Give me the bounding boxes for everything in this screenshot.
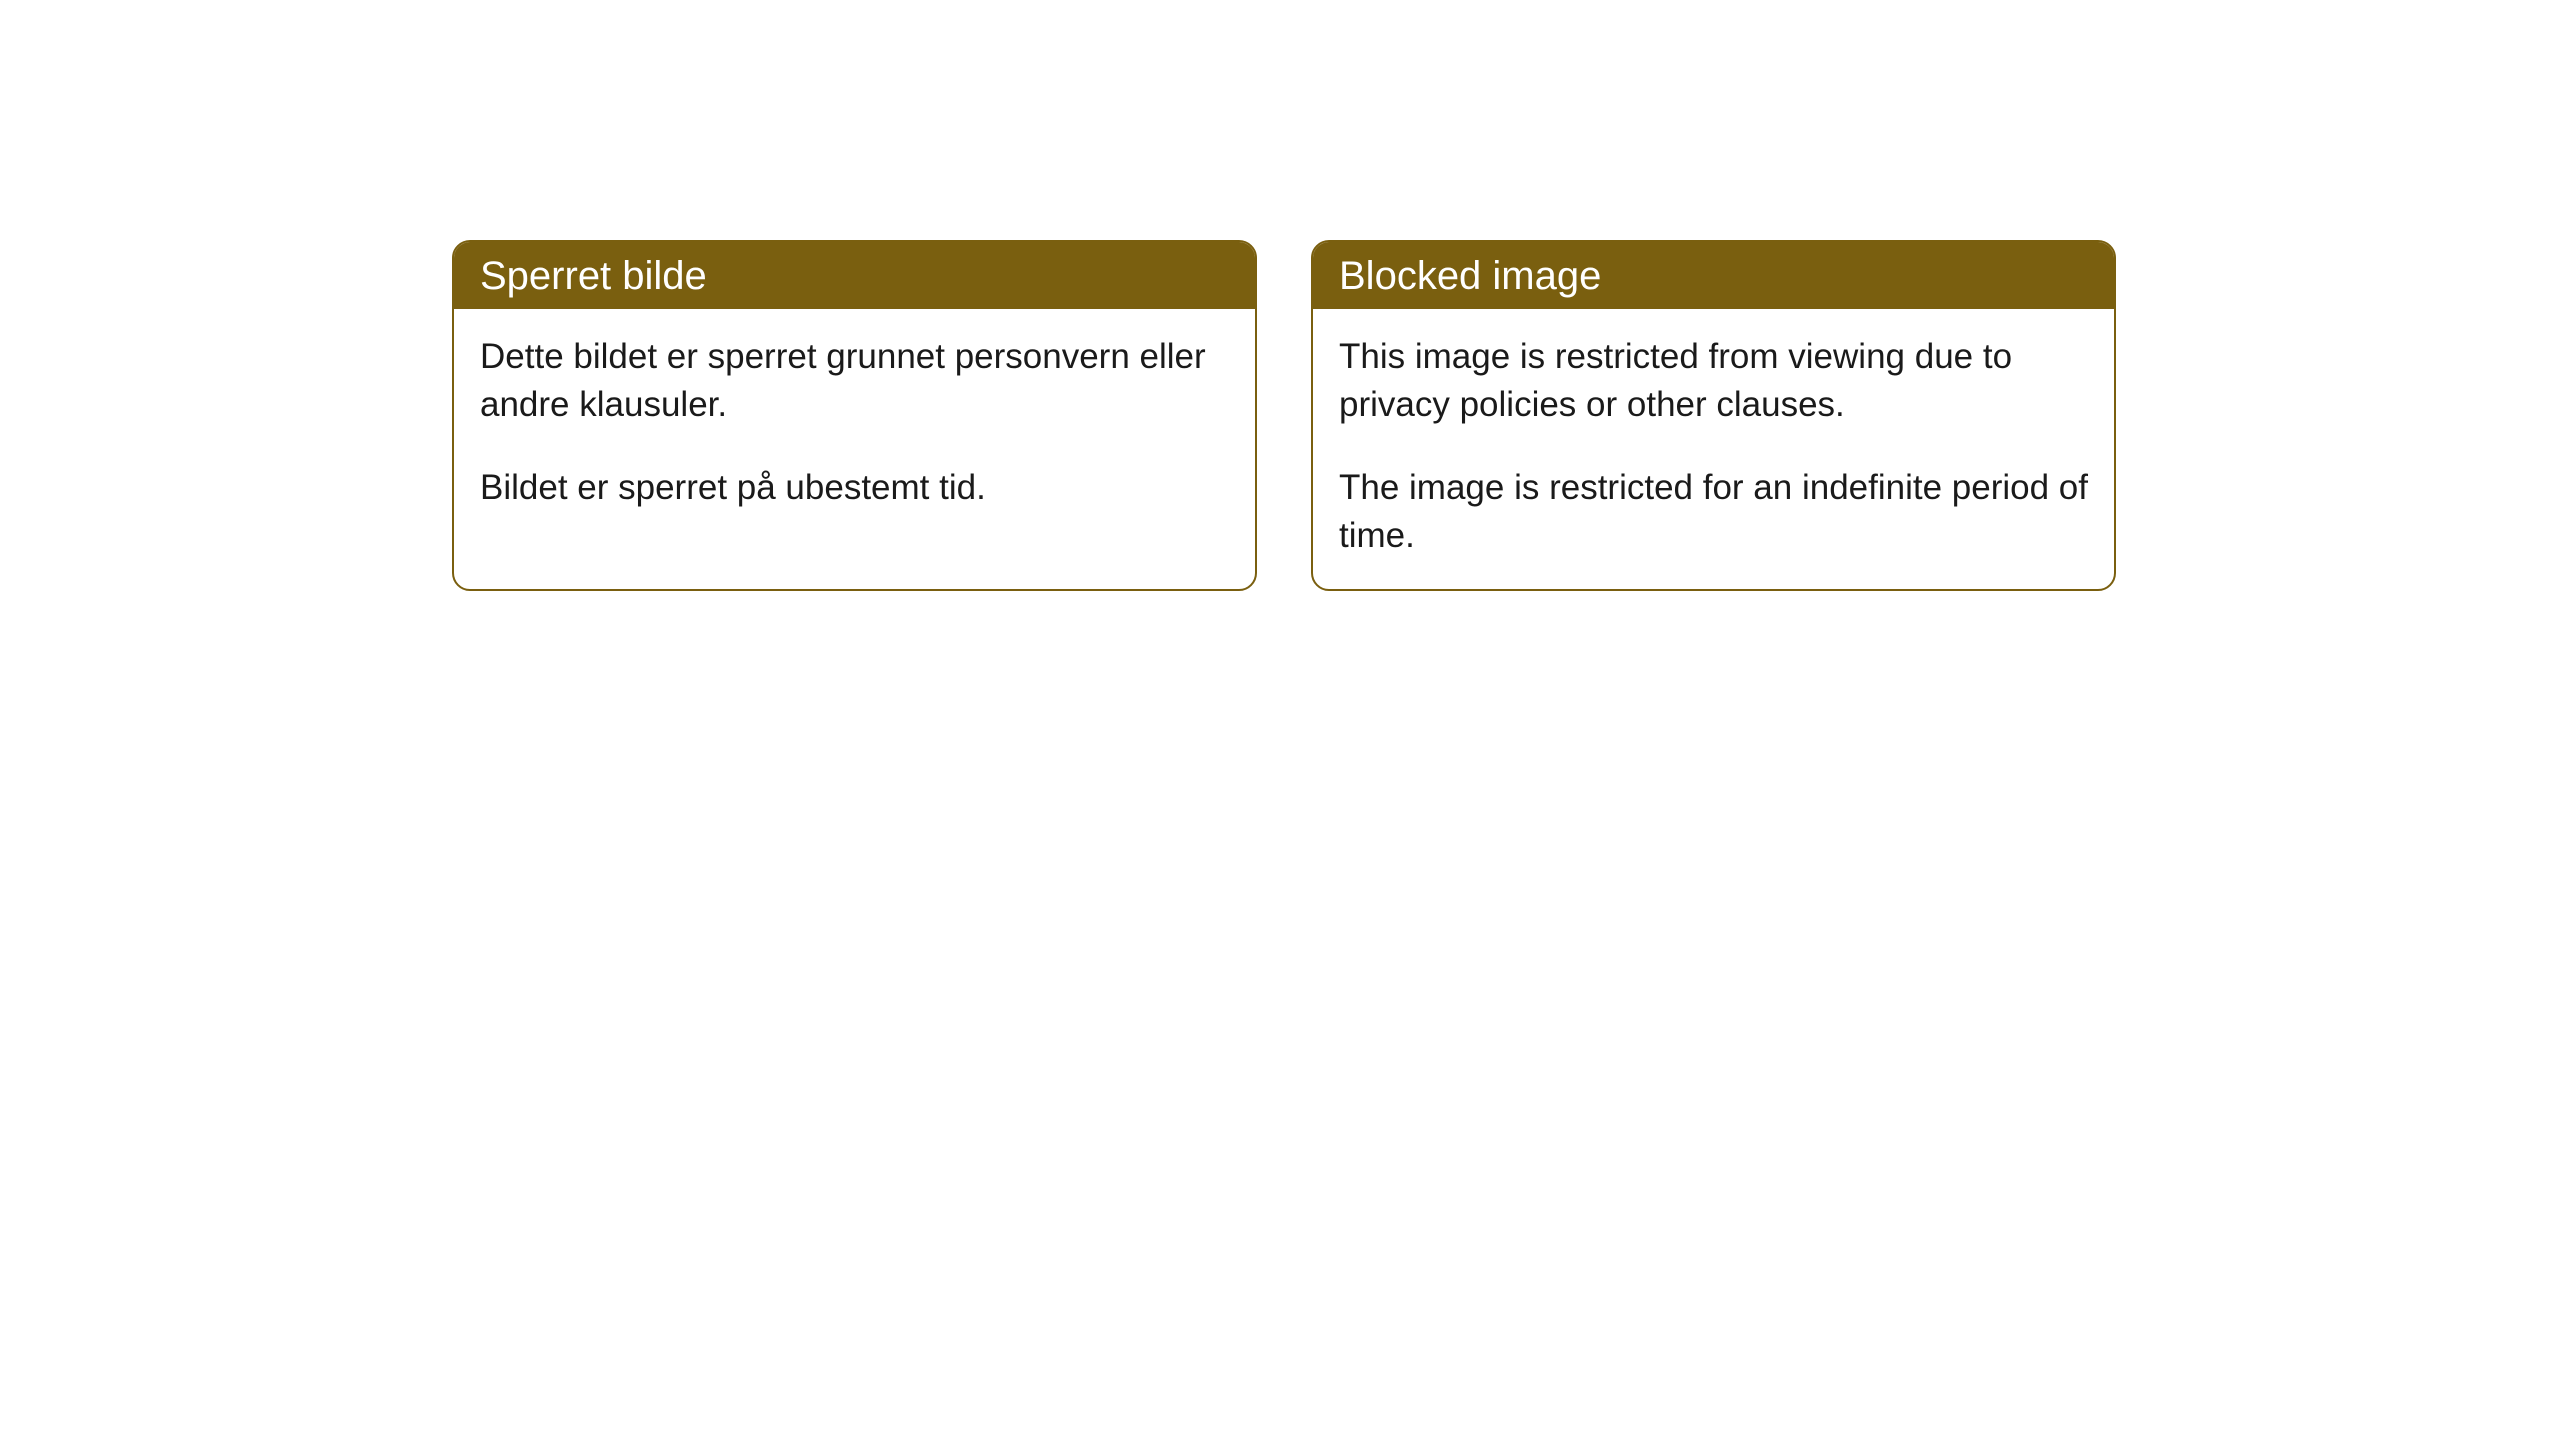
- notice-body-english: This image is restricted from viewing du…: [1313, 309, 2114, 589]
- notice-paragraph: Bildet er sperret på ubestemt tid.: [480, 464, 1229, 512]
- notice-body-norwegian: Dette bildet er sperret grunnet personve…: [454, 309, 1255, 542]
- notice-paragraph: The image is restricted for an indefinit…: [1339, 464, 2088, 559]
- notice-header-norwegian: Sperret bilde: [454, 242, 1255, 309]
- notice-card-english: Blocked image This image is restricted f…: [1311, 240, 2116, 591]
- notice-header-english: Blocked image: [1313, 242, 2114, 309]
- notice-card-norwegian: Sperret bilde Dette bildet er sperret gr…: [452, 240, 1257, 591]
- notice-cards-container: Sperret bilde Dette bildet er sperret gr…: [452, 240, 2116, 591]
- notice-paragraph: Dette bildet er sperret grunnet personve…: [480, 333, 1229, 428]
- notice-paragraph: This image is restricted from viewing du…: [1339, 333, 2088, 428]
